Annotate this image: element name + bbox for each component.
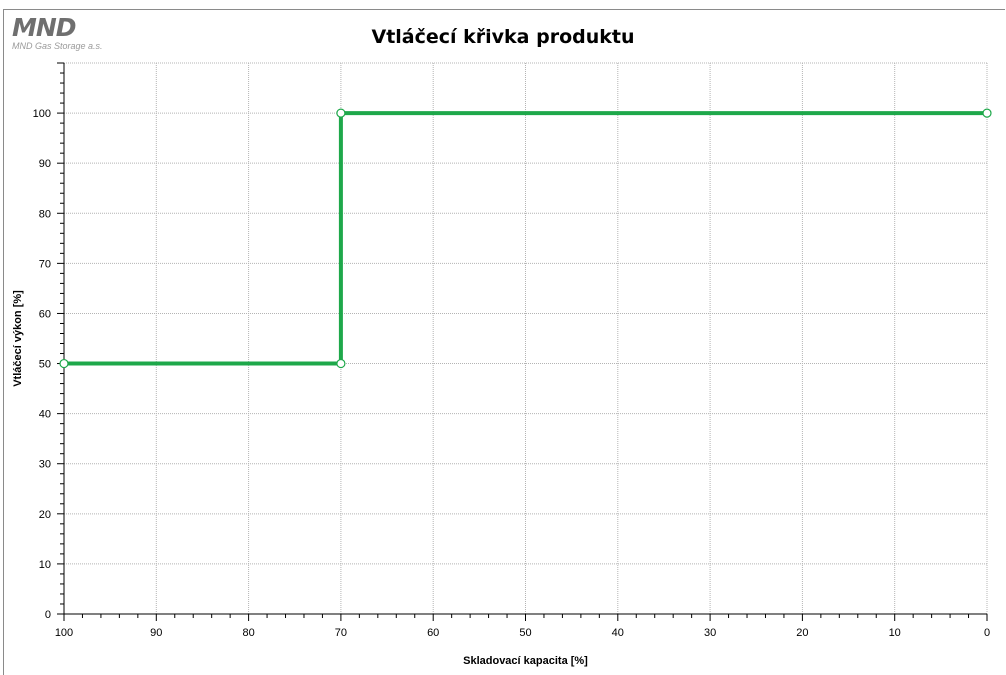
series-line — [64, 111, 987, 366]
x-tick-label: 50 — [519, 627, 531, 639]
y-tick-label: 10 — [39, 559, 51, 571]
data-point — [59, 358, 69, 369]
series-group — [59, 108, 992, 369]
y-tick-label: 30 — [39, 459, 51, 471]
x-tick-label: 30 — [704, 627, 716, 639]
y-tick-label: 50 — [39, 359, 51, 371]
chart-title: Vtláčecí křivka produktu — [371, 26, 635, 48]
logo-mark: MND — [12, 13, 77, 42]
x-axis-label: Skladovací kapacita [%] — [463, 655, 588, 667]
x-tick-label: 90 — [150, 627, 162, 639]
chart-frame — [3, 9, 1005, 675]
data-point — [336, 358, 346, 369]
data-point — [336, 108, 346, 118]
y-tick-label: 20 — [39, 509, 51, 521]
y-tick-label: 80 — [39, 208, 51, 220]
x-tick-label: 80 — [242, 627, 254, 639]
x-tick-label: 0 — [984, 627, 990, 639]
grid-lines — [64, 62, 988, 614]
mnd-logo: MND MND Gas Storage a.s. — [12, 15, 132, 59]
axis-ticks — [57, 62, 988, 621]
y-tick-label: 60 — [39, 308, 51, 320]
y-tick-label: 0 — [45, 609, 51, 621]
x-tick-label: 10 — [889, 627, 901, 639]
x-tick-label: 40 — [612, 627, 624, 639]
data-point — [982, 108, 992, 118]
x-tick-label: 100 — [55, 627, 73, 639]
y-tick-label: 100 — [33, 108, 51, 120]
y-axis-label: Vtláčecí výkon [%] — [12, 290, 24, 387]
y-tick-label: 70 — [39, 258, 51, 270]
x-tick-label: 70 — [335, 627, 347, 639]
y-tick-label: 90 — [39, 158, 51, 170]
x-tick-label: 20 — [796, 627, 808, 639]
logo-subtitle: MND Gas Storage a.s. — [12, 41, 103, 51]
y-tick-label: 40 — [39, 409, 51, 421]
tick-labels: 100 90 80 70 60 50 40 30 20 10 0010203040506070809… — [33, 108, 990, 639]
x-tick-label: 60 — [427, 627, 439, 639]
